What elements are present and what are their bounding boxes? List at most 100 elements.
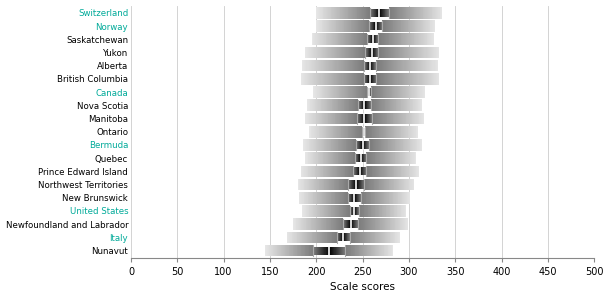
- Bar: [317, 113, 318, 124]
- Bar: [366, 245, 367, 256]
- Bar: [339, 218, 340, 230]
- Bar: [368, 179, 370, 190]
- Bar: [376, 179, 377, 190]
- Bar: [396, 33, 397, 45]
- Bar: [403, 205, 404, 217]
- Bar: [324, 60, 325, 72]
- Bar: [357, 60, 358, 72]
- Bar: [367, 165, 368, 177]
- Bar: [329, 86, 331, 98]
- Bar: [389, 165, 390, 177]
- Bar: [333, 205, 334, 217]
- Bar: [348, 126, 350, 137]
- Bar: [409, 100, 410, 111]
- Bar: [309, 152, 310, 164]
- Bar: [331, 86, 333, 98]
- Bar: [412, 86, 413, 98]
- Bar: [319, 205, 320, 217]
- Bar: [425, 20, 426, 32]
- Bar: [363, 205, 364, 217]
- Bar: [342, 60, 343, 72]
- Bar: [397, 60, 398, 72]
- Bar: [350, 113, 351, 124]
- Bar: [401, 86, 403, 98]
- Bar: [390, 7, 391, 19]
- Bar: [398, 86, 399, 98]
- Bar: [399, 152, 400, 164]
- Bar: [391, 139, 392, 151]
- Bar: [330, 20, 331, 32]
- Bar: [342, 20, 343, 32]
- Bar: [365, 7, 367, 19]
- Bar: [405, 20, 406, 32]
- Bar: [432, 73, 433, 85]
- Bar: [396, 47, 398, 58]
- Bar: [316, 33, 317, 45]
- Bar: [395, 192, 396, 204]
- Bar: [407, 20, 409, 32]
- Bar: [391, 245, 392, 256]
- Bar: [347, 179, 348, 190]
- Bar: [333, 100, 334, 111]
- Bar: [330, 232, 331, 243]
- Bar: [333, 73, 334, 85]
- Bar: [350, 73, 351, 85]
- Bar: [308, 47, 309, 58]
- Bar: [332, 73, 333, 85]
- Bar: [379, 100, 380, 111]
- Bar: [323, 179, 325, 190]
- Bar: [340, 152, 341, 164]
- Bar: [327, 20, 328, 32]
- Bar: [309, 100, 311, 111]
- Bar: [387, 152, 388, 164]
- Bar: [341, 20, 342, 32]
- Bar: [394, 100, 395, 111]
- Bar: [316, 20, 317, 32]
- Bar: [379, 205, 380, 217]
- Bar: [438, 7, 440, 19]
- Bar: [406, 20, 407, 32]
- Bar: [403, 165, 404, 177]
- Bar: [380, 205, 381, 217]
- Bar: [355, 60, 356, 72]
- Bar: [392, 100, 393, 111]
- Bar: [313, 218, 314, 230]
- Bar: [342, 126, 343, 137]
- Bar: [335, 33, 336, 45]
- Bar: [401, 179, 402, 190]
- Bar: [325, 86, 326, 98]
- Bar: [366, 218, 367, 230]
- Bar: [356, 232, 357, 243]
- Bar: [301, 73, 303, 85]
- Bar: [336, 205, 337, 217]
- Bar: [348, 165, 349, 177]
- Bar: [308, 165, 309, 177]
- Bar: [364, 33, 365, 45]
- Bar: [401, 33, 403, 45]
- Bar: [307, 179, 308, 190]
- Bar: [373, 165, 374, 177]
- Bar: [371, 192, 372, 204]
- Bar: [314, 152, 315, 164]
- Bar: [318, 165, 319, 177]
- Bar: [417, 126, 418, 137]
- Bar: [378, 245, 379, 256]
- Bar: [332, 192, 333, 204]
- Bar: [387, 218, 388, 230]
- Bar: [346, 73, 347, 85]
- Bar: [411, 165, 412, 177]
- Bar: [394, 232, 395, 243]
- Bar: [326, 179, 327, 190]
- Bar: [312, 126, 313, 137]
- Bar: [329, 47, 330, 58]
- Bar: [350, 245, 351, 256]
- Bar: [359, 47, 361, 58]
- Bar: [386, 60, 387, 72]
- Bar: [354, 113, 355, 124]
- Bar: [353, 60, 354, 72]
- Bar: [395, 20, 396, 32]
- Bar: [420, 100, 421, 111]
- Bar: [348, 47, 350, 58]
- Bar: [346, 205, 347, 217]
- Bar: [356, 33, 357, 45]
